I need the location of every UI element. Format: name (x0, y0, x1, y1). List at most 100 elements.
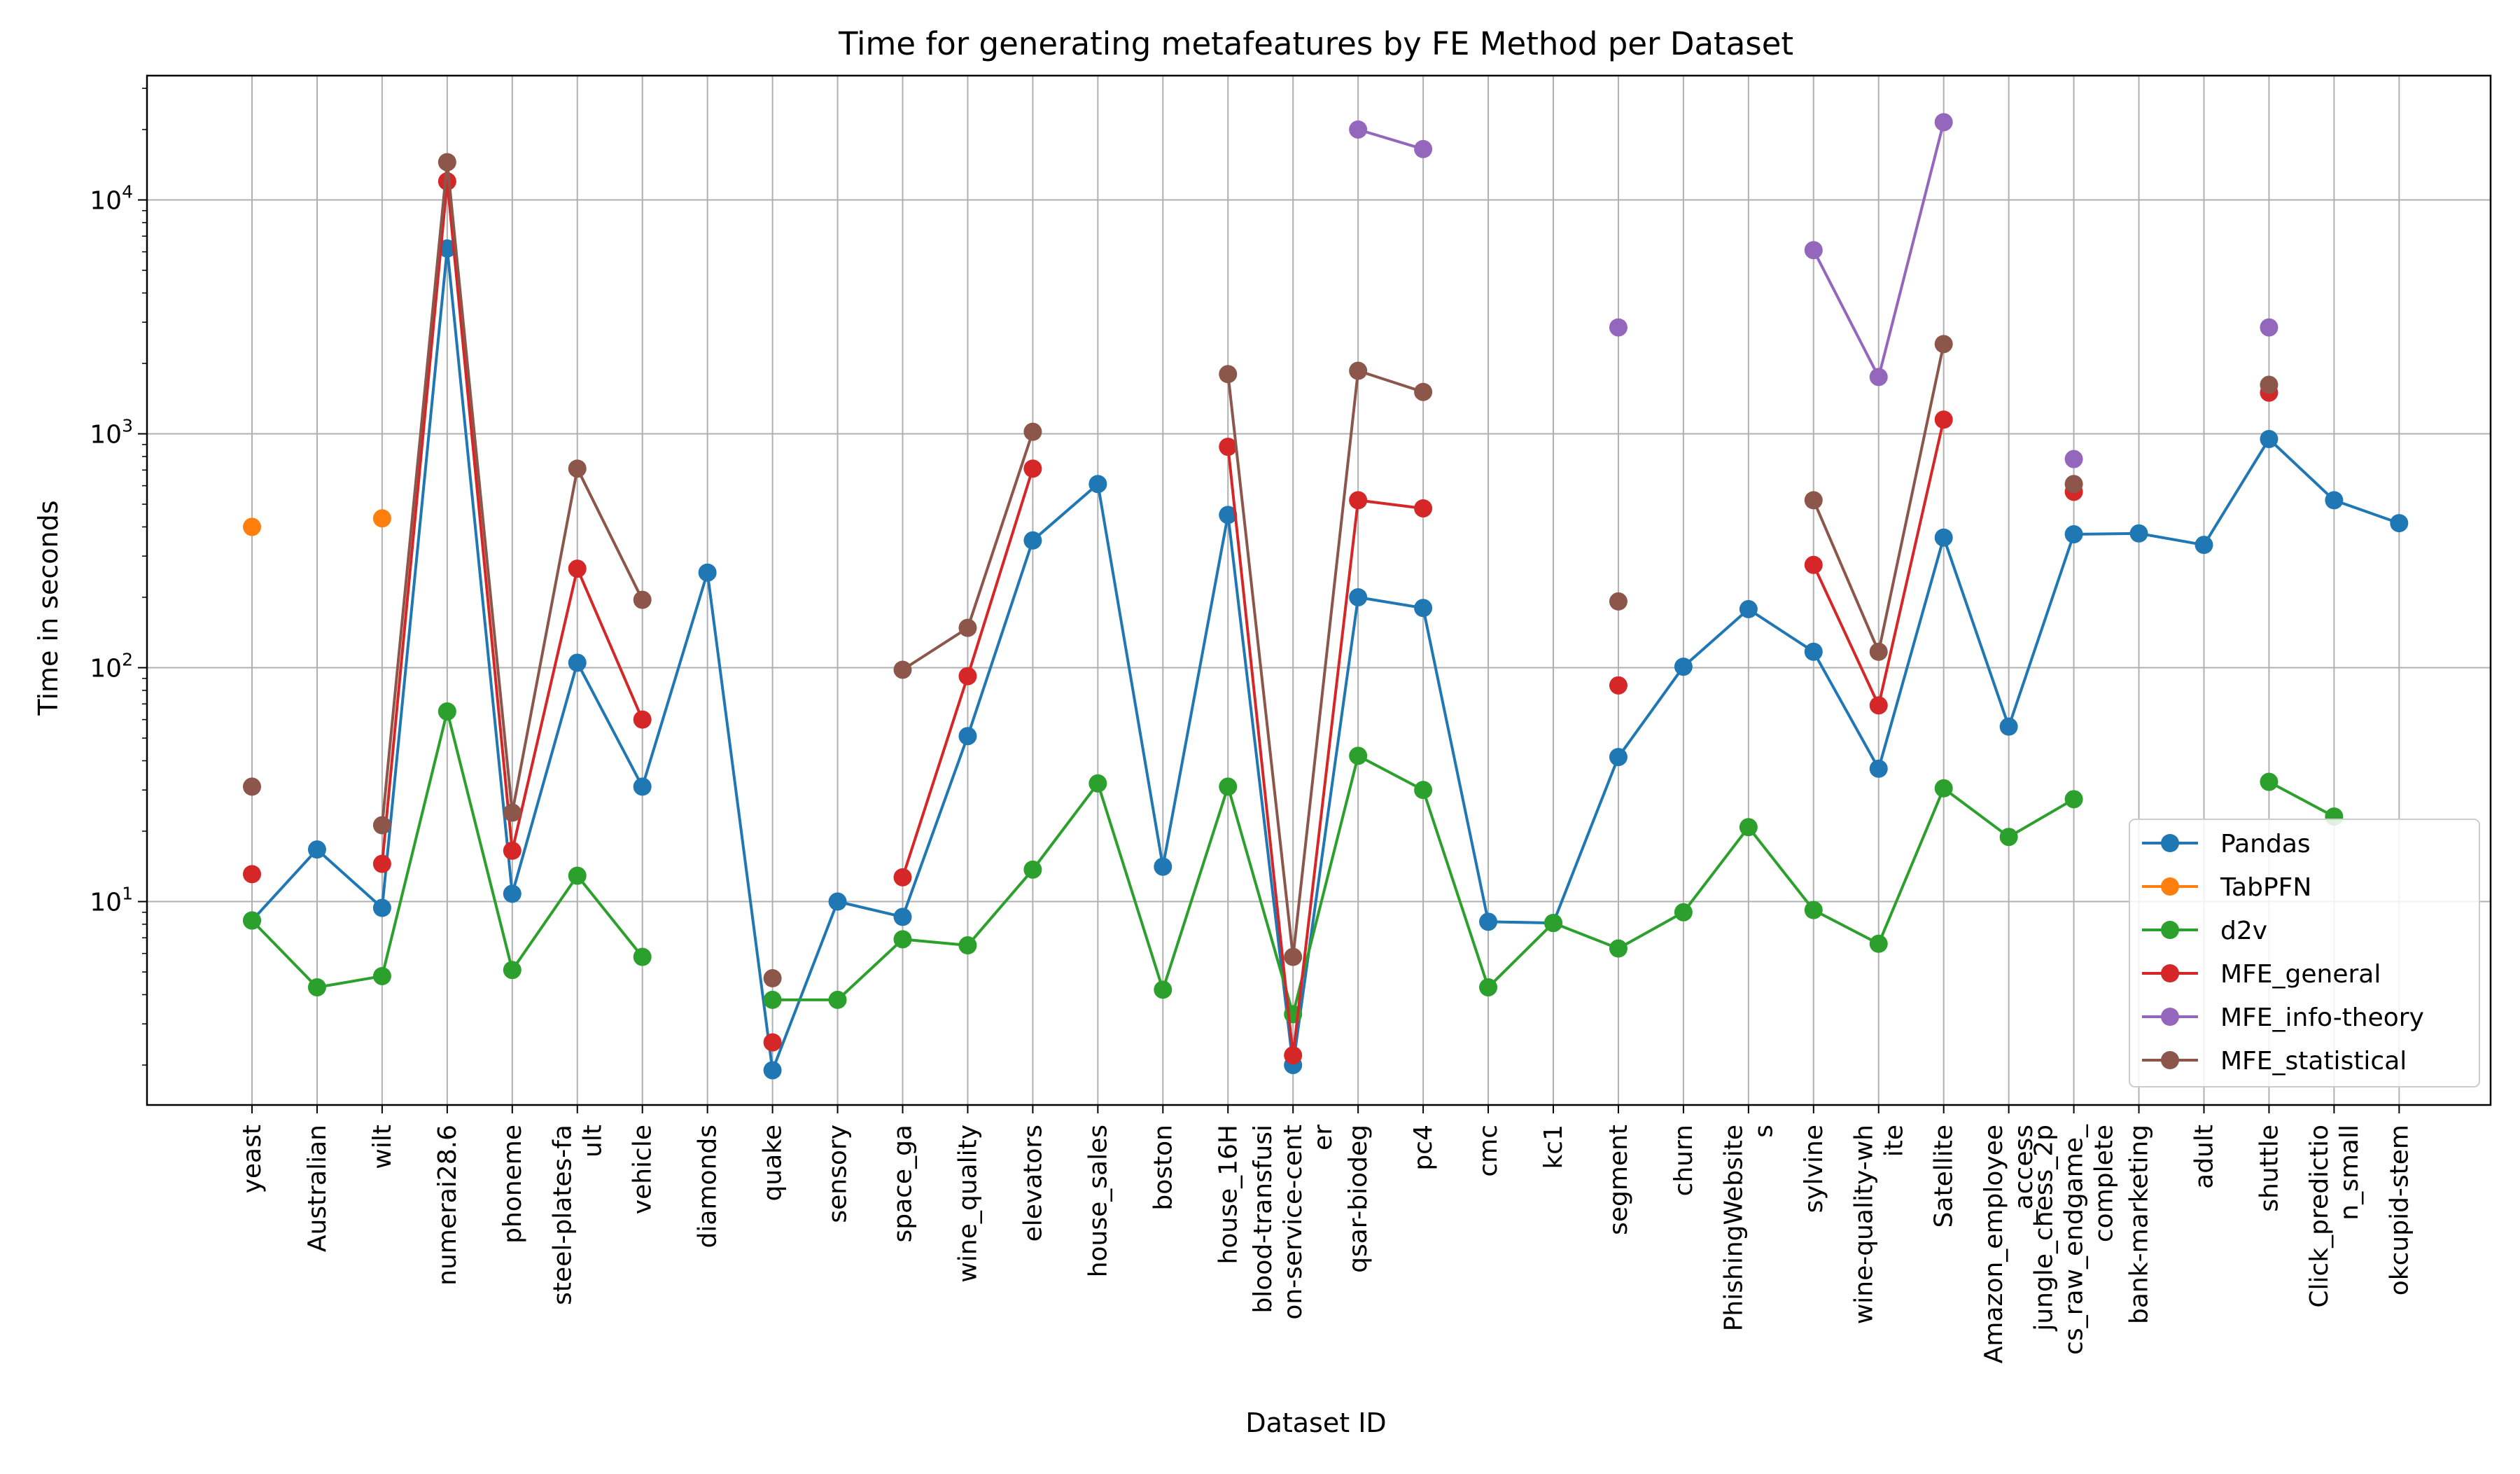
x-tick-label: complete (2090, 1125, 2119, 1242)
data-point (958, 667, 977, 686)
x-tick-label: okcupid-stem (2385, 1125, 2414, 1295)
series-line (2268, 780, 2335, 818)
x-tick-label: pc4 (1409, 1125, 1438, 1171)
data-point (1999, 828, 2018, 847)
data-point (1739, 818, 1758, 837)
data-point (1804, 241, 1823, 260)
x-tick-label: cs_raw_endgame_ (2060, 1124, 2089, 1355)
data-point (1219, 777, 1238, 796)
x-tick-label: blood-transfusi (1249, 1125, 1278, 1314)
data-point (1609, 676, 1628, 695)
data-point (2260, 429, 2278, 448)
legend-box (2129, 819, 2480, 1087)
x-tick-label: on-service-cent (1279, 1125, 1308, 1320)
data-point (372, 966, 391, 985)
data-point (503, 803, 522, 822)
data-point (698, 563, 717, 582)
x-tick-label: ult (578, 1125, 607, 1157)
data-point (1414, 139, 1433, 158)
legend-marker (2161, 877, 2179, 896)
x-tick-label: Amazon_employee (1980, 1125, 2008, 1363)
data-point (1804, 491, 1823, 510)
data-point (1739, 599, 1758, 618)
data-point (2064, 475, 2083, 494)
x-tick-label: qsar-biodeg (1344, 1125, 1373, 1273)
series-layer (243, 113, 2409, 1080)
data-point (438, 153, 456, 172)
legend-label: TabPFN (2220, 873, 2311, 902)
legend-item: d2v (2142, 917, 2267, 945)
series-line (1226, 446, 1424, 1057)
legend-label: Pandas (2220, 830, 2311, 858)
data-point (2390, 514, 2409, 533)
data-point (2260, 772, 2278, 791)
data-point (2064, 524, 2083, 543)
data-point (893, 908, 912, 926)
x-tick-label: steel-plates-fa (548, 1125, 577, 1305)
data-point (1023, 459, 1042, 478)
data-point (1349, 120, 1368, 139)
legend-marker (2161, 834, 2179, 852)
data-point (1544, 914, 1562, 933)
data-point (503, 884, 522, 903)
x-tick-label: churn (1670, 1125, 1698, 1196)
data-point (1934, 779, 1953, 798)
data-point (568, 653, 587, 672)
x-tick-label: kc1 (1539, 1125, 1568, 1169)
data-point (2194, 536, 2213, 555)
data-point (243, 777, 261, 796)
x-tick-label: Satellite (1930, 1125, 1959, 1228)
x-tick-label: diamonds (694, 1125, 722, 1248)
data-point (1999, 717, 2018, 736)
x-tick-label: Click_predictio (2305, 1125, 2334, 1308)
legend-marker (2161, 921, 2179, 939)
x-tick-label: boston (1149, 1125, 1177, 1211)
y-tick-label: 104 (90, 182, 133, 216)
series-line (1226, 369, 1424, 959)
series-line (251, 246, 2400, 1072)
legend-item: MFE_general (2142, 960, 2381, 989)
data-point (1869, 934, 1888, 953)
data-point (1869, 642, 1888, 661)
data-point (958, 618, 977, 637)
data-point (1609, 592, 1628, 611)
data-point (1349, 491, 1368, 510)
x-tick-label: bank-marketing (2125, 1125, 2154, 1324)
data-point (1154, 980, 1172, 999)
y-tick-label: 102 (90, 650, 133, 683)
data-point (307, 840, 326, 859)
x-tick-label: phoneme (498, 1125, 527, 1244)
legend-marker (2161, 1051, 2179, 1069)
data-point (1414, 382, 1433, 401)
data-point (1674, 903, 1693, 922)
x-tick-label: yeast (238, 1125, 267, 1193)
legend-item: TabPFN (2142, 873, 2311, 902)
data-point (503, 961, 522, 980)
legend-marker (2161, 1008, 2179, 1026)
data-point (633, 777, 652, 796)
data-point (763, 1033, 782, 1052)
data-point (1414, 599, 1433, 618)
x-tick-label: er (1309, 1125, 1338, 1150)
series-MFE_general (243, 172, 2278, 1065)
legend-item: Pandas (2142, 830, 2311, 858)
data-point (1349, 746, 1368, 765)
data-point (1154, 857, 1172, 876)
data-point (763, 990, 782, 1009)
legend-item: MFE_statistical (2142, 1047, 2407, 1076)
x-tick-label: segment (1604, 1125, 1633, 1235)
legend-label: MFE_statistical (2220, 1047, 2407, 1076)
data-point (1934, 335, 1953, 354)
data-point (1088, 774, 1107, 793)
data-point (372, 509, 391, 528)
series-Pandas (243, 239, 2409, 1080)
data-point (1934, 528, 1953, 547)
data-point (893, 930, 912, 949)
x-tick-label: house_sales (1084, 1125, 1112, 1277)
data-point (2129, 524, 2148, 543)
series-TabPFN (243, 509, 391, 536)
data-point (1674, 658, 1693, 676)
data-point (1804, 901, 1823, 919)
data-point (372, 854, 391, 873)
data-point (1414, 499, 1433, 517)
